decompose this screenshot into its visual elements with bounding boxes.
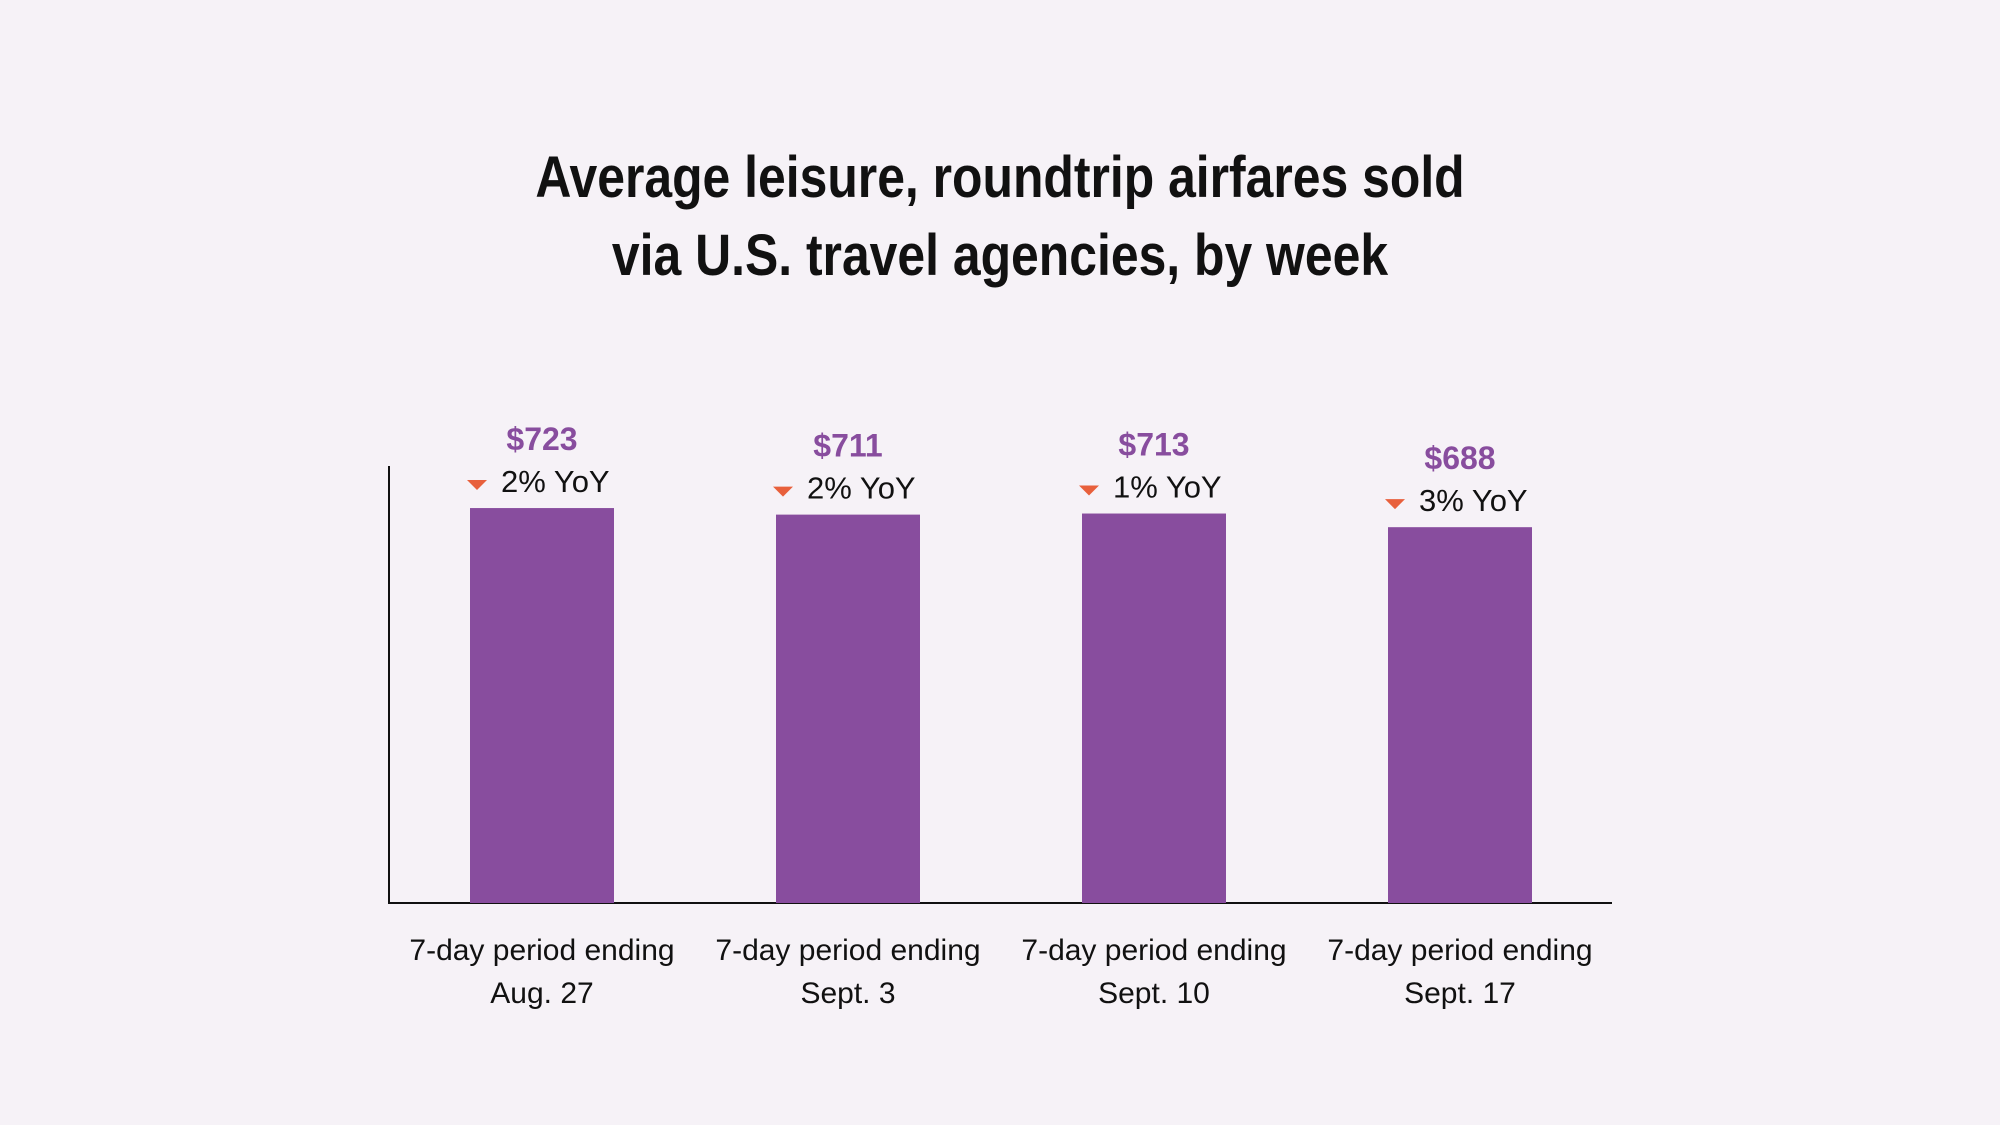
value-label: $723 <box>506 421 577 457</box>
down-arrow-icon <box>1385 499 1405 510</box>
x-tick-label: Sept. 10 <box>1098 977 1210 1010</box>
bar <box>776 514 920 903</box>
yoy-label: 2% YoY <box>501 464 610 499</box>
x-tick-label: 7-day period ending <box>409 934 674 967</box>
x-tick-label: 7-day period ending <box>715 934 980 967</box>
bar <box>1388 527 1532 903</box>
x-tick-label: Sept. 17 <box>1404 977 1516 1010</box>
x-tick-label: 7-day period ending <box>1327 934 1592 967</box>
value-label: $711 <box>813 428 882 464</box>
chart-title-line-1: Average leisure, roundtrip airfares sold <box>535 146 1464 210</box>
bar <box>470 508 614 903</box>
x-tick-label: Sept. 3 <box>800 977 895 1010</box>
yoy-label: 1% YoY <box>1113 470 1222 505</box>
bar <box>1082 513 1226 903</box>
x-tick-label: 7-day period ending <box>1021 934 1286 967</box>
down-arrow-icon <box>467 480 487 491</box>
down-arrow-icon <box>1079 485 1099 496</box>
x-tick-label: Aug. 27 <box>490 977 593 1010</box>
value-label: $713 <box>1118 427 1189 463</box>
plot-area: 2% YoY $723 7-day period ending Aug. 27 2% Y… <box>388 421 1612 1010</box>
down-arrow-icon <box>773 486 793 497</box>
chart-title-line-2: via U.S. travel agencies, by week <box>612 224 1389 288</box>
yoy-label: 3% YoY <box>1419 483 1528 518</box>
value-label: $688 <box>1424 440 1495 476</box>
yoy-label: 2% YoY <box>807 471 916 506</box>
